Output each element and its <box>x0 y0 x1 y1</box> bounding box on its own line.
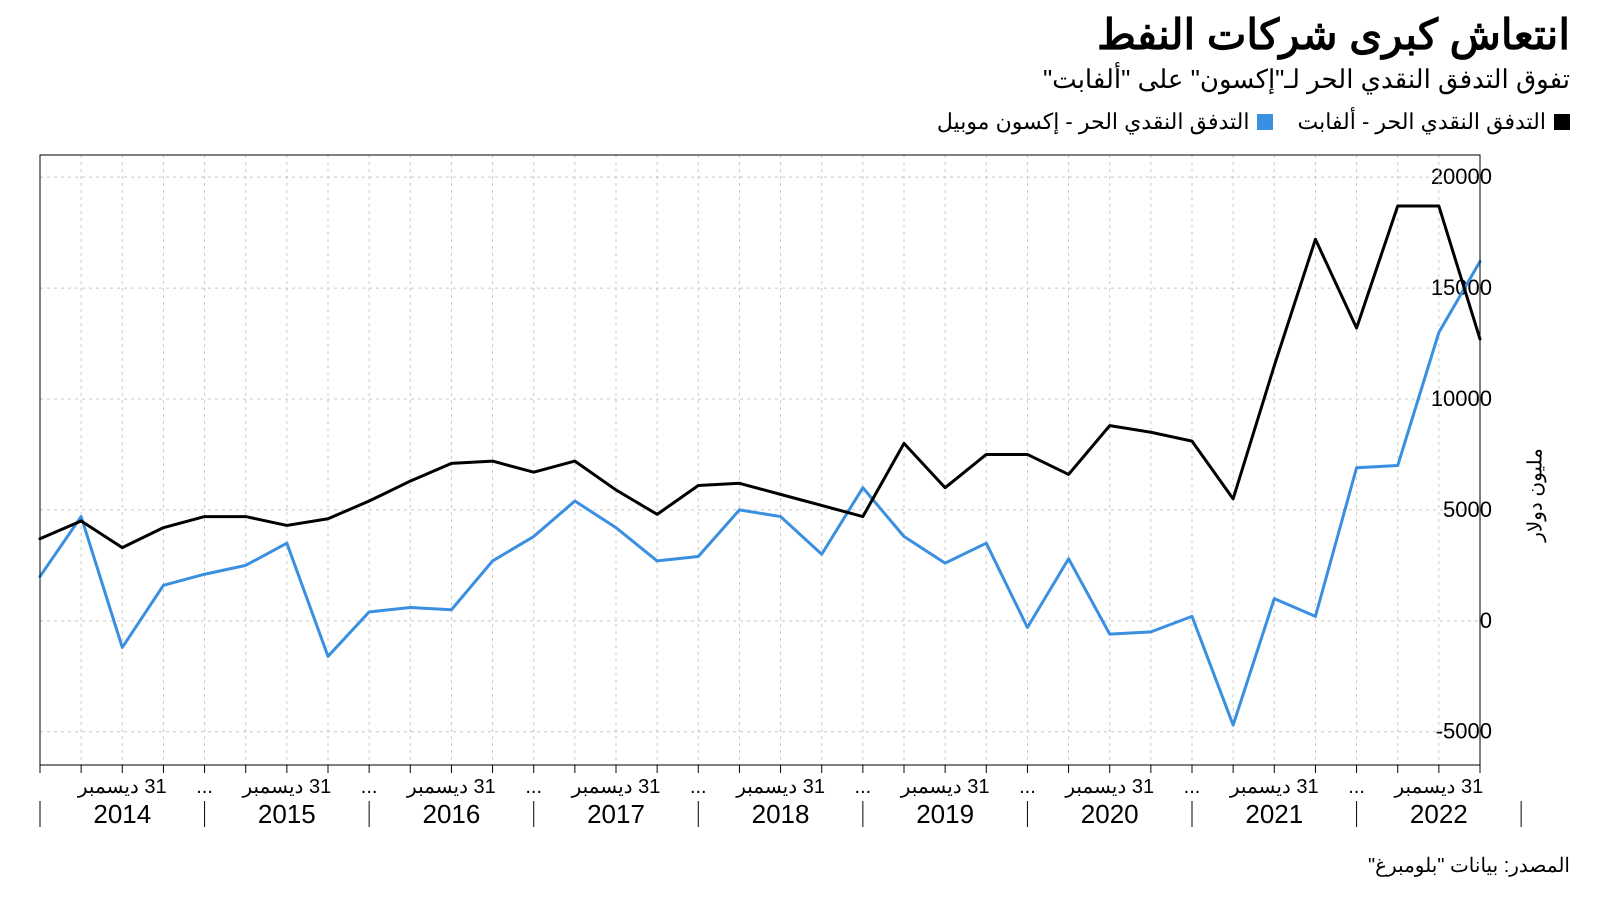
legend-label-alphabet: التدفق النقدي الحر - ألفابت <box>1297 109 1546 135</box>
chart-title: انتعاش كبرى شركات النفط <box>30 12 1570 58</box>
legend-item-alphabet: التدفق النقدي الحر - ألفابت <box>1297 109 1570 135</box>
svg-text:31 ديسمبر: 31 ديسمبر <box>735 776 825 798</box>
svg-text:...: ... <box>1348 776 1365 798</box>
legend-item-exxon: التدفق النقدي الحر - إكسون موبيل <box>937 109 1274 135</box>
svg-text:2014: 2014 <box>93 799 151 829</box>
svg-text:31 ديسمبر: 31 ديسمبر <box>1229 776 1319 798</box>
legend-swatch-exxon <box>1257 114 1273 130</box>
svg-text:20000: 20000 <box>1431 164 1492 189</box>
svg-text:31 ديسمبر: 31 ديسمبر <box>241 776 331 798</box>
svg-text:2017: 2017 <box>587 799 645 829</box>
svg-text:31 ديسمبر: 31 ديسمبر <box>900 776 990 798</box>
svg-text:2018: 2018 <box>752 799 810 829</box>
svg-text:2019: 2019 <box>916 799 974 829</box>
svg-text:31 ديسمبر: 31 ديسمبر <box>1064 776 1154 798</box>
svg-text:...: ... <box>855 776 872 798</box>
svg-text:5000: 5000 <box>1443 497 1492 522</box>
svg-text:5000-: 5000- <box>1436 719 1492 744</box>
svg-text:10000: 10000 <box>1431 386 1492 411</box>
line-chart: 5000-0500010000150002000031 ديسمبر...201… <box>30 145 1570 845</box>
legend-label-exxon: التدفق النقدي الحر - إكسون موبيل <box>937 109 1250 135</box>
svg-text:...: ... <box>1019 776 1036 798</box>
legend-swatch-alphabet <box>1554 114 1570 130</box>
legend: التدفق النقدي الحر - ألفابت التدفق النقد… <box>30 109 1570 135</box>
svg-text:2020: 2020 <box>1081 799 1139 829</box>
svg-text:...: ... <box>361 776 378 798</box>
chart-container: 5000-0500010000150002000031 ديسمبر...201… <box>30 145 1570 845</box>
chart-source: المصدر: بيانات "بلومبرغ" <box>30 853 1570 878</box>
svg-text:0: 0 <box>1480 608 1492 633</box>
chart-subtitle: تفوق التدفق النقدي الحر لـ"إكسون" على "أ… <box>30 64 1570 95</box>
svg-text:2022: 2022 <box>1410 799 1468 829</box>
svg-text:2016: 2016 <box>423 799 481 829</box>
svg-text:...: ... <box>525 776 542 798</box>
svg-text:31 ديسمبر: 31 ديسمبر <box>1393 776 1483 798</box>
svg-text:...: ... <box>1184 776 1201 798</box>
svg-text:...: ... <box>196 776 213 798</box>
svg-text:31 ديسمبر: 31 ديسمبر <box>571 776 661 798</box>
svg-text:...: ... <box>690 776 707 798</box>
svg-text:31 ديسمبر: 31 ديسمبر <box>77 776 167 798</box>
y-axis-label: مليون دولار <box>1523 448 1548 542</box>
svg-text:31 ديسمبر: 31 ديسمبر <box>406 776 496 798</box>
svg-text:2021: 2021 <box>1245 799 1303 829</box>
svg-text:2015: 2015 <box>258 799 316 829</box>
